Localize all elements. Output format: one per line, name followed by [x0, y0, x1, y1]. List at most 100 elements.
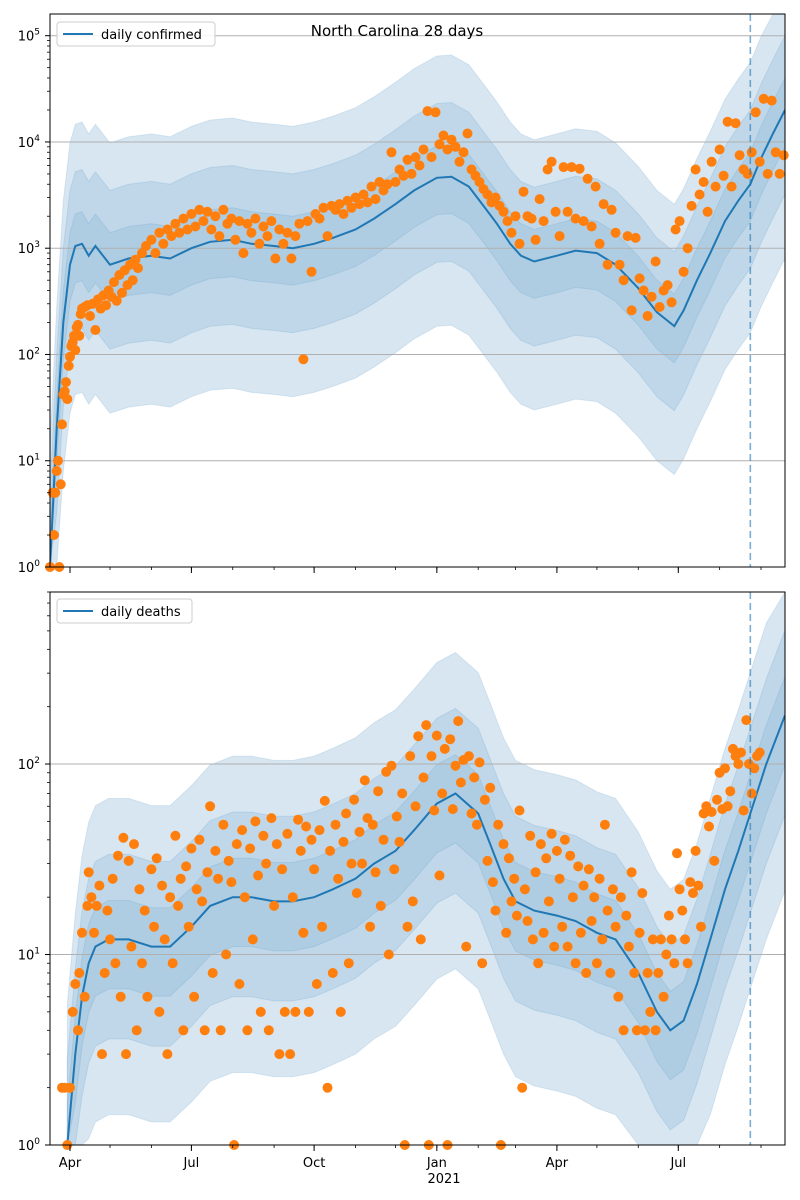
y-tick-label: 101: [18, 947, 40, 964]
observed-point: [205, 801, 216, 812]
observed-point: [602, 259, 613, 270]
observed-point: [130, 254, 141, 265]
observed-point: [527, 934, 538, 945]
observed-point: [455, 777, 466, 788]
chart-title: North Carolina 28 days: [311, 22, 484, 40]
observed-point: [663, 910, 674, 921]
observed-point: [519, 884, 530, 895]
observed-point: [306, 266, 317, 277]
observed-point: [279, 1006, 290, 1017]
observed-point: [386, 760, 397, 771]
y-tick-label: 105: [18, 28, 40, 45]
observed-point: [82, 900, 93, 911]
observed-point: [586, 916, 597, 926]
observed-point: [450, 760, 461, 771]
observed-point: [306, 834, 317, 845]
observed-point: [566, 162, 577, 173]
observed-point: [734, 150, 745, 161]
observed-point: [165, 892, 176, 903]
y-tick-label: 100: [18, 559, 41, 576]
observed-point: [642, 311, 653, 321]
observed-point: [269, 900, 280, 911]
observed-point: [338, 209, 349, 219]
observed-point: [207, 968, 218, 978]
observed-point: [362, 197, 373, 208]
observed-point: [490, 905, 501, 916]
observed-point: [688, 888, 698, 899]
observed-point: [190, 221, 201, 232]
observed-point: [398, 170, 409, 181]
deaths-x-ticks: Apr Jul Oct Jan Apr Jul: [59, 1145, 762, 1171]
observed-point: [261, 858, 272, 869]
uncertainty-band: [66, 676, 785, 1145]
observed-point: [142, 991, 153, 1002]
observed-point: [510, 211, 521, 222]
deaths-observed-points: [57, 715, 765, 1150]
uncertainty-band: [66, 592, 785, 1145]
observed-point: [613, 991, 624, 1002]
observed-point: [754, 747, 765, 758]
observed-point: [450, 141, 461, 152]
observed-point: [645, 1006, 656, 1017]
observed-point: [575, 927, 586, 938]
observed-point: [110, 958, 121, 969]
observed-point: [309, 864, 320, 875]
observed-point: [437, 788, 448, 799]
observed-point: [278, 238, 289, 249]
observed-point: [680, 934, 690, 945]
observed-point: [474, 757, 485, 768]
observed-point: [226, 877, 237, 888]
observed-point: [237, 825, 248, 836]
observed-point: [65, 1082, 75, 1093]
observed-point: [134, 884, 145, 895]
observed-point: [266, 216, 277, 227]
observed-point: [198, 216, 209, 227]
observed-point: [91, 900, 102, 911]
model-line: [66, 715, 785, 1145]
observed-point: [383, 949, 394, 960]
y-tick-label: 102: [18, 346, 40, 363]
observed-point: [562, 941, 573, 952]
observed-point: [341, 808, 352, 819]
observed-point: [286, 253, 297, 264]
observed-point: [373, 786, 384, 797]
observed-point: [199, 1025, 210, 1036]
observed-point: [263, 1025, 274, 1036]
observed-point: [53, 455, 63, 466]
observed-point: [102, 905, 113, 916]
observed-point: [366, 181, 377, 192]
observed-point: [463, 751, 474, 762]
observed-point: [605, 968, 616, 978]
observed-point: [170, 830, 181, 841]
observed-point: [314, 213, 325, 224]
observed-point: [270, 253, 281, 264]
observed-point: [693, 880, 704, 891]
observed-point: [490, 192, 501, 203]
observed-point: [517, 1082, 528, 1093]
observed-point: [710, 181, 721, 192]
observed-point: [506, 896, 517, 907]
observed-point: [202, 206, 213, 217]
observed-point: [493, 819, 504, 830]
observed-point: [672, 848, 682, 859]
observed-point: [634, 927, 645, 938]
observed-point: [215, 1025, 226, 1036]
observed-point: [766, 95, 777, 106]
observed-point: [391, 811, 402, 822]
uncertainty-band: [50, 14, 785, 567]
observed-point: [410, 152, 421, 163]
observed-point: [638, 285, 649, 296]
confirmed-panel: 100 101 102 103 104 105 daily confirmed North…: [18, 13, 789, 576]
observed-point: [549, 941, 560, 952]
observed-point: [298, 927, 309, 938]
observed-point: [589, 892, 600, 903]
observed-point: [466, 808, 477, 819]
observed-point: [182, 224, 193, 235]
observed-point: [498, 839, 509, 850]
observed-point: [146, 864, 157, 875]
observed-point: [559, 834, 570, 845]
observed-point: [690, 164, 701, 175]
observed-point: [277, 864, 288, 875]
observed-point: [726, 181, 737, 192]
observed-point: [654, 302, 665, 312]
